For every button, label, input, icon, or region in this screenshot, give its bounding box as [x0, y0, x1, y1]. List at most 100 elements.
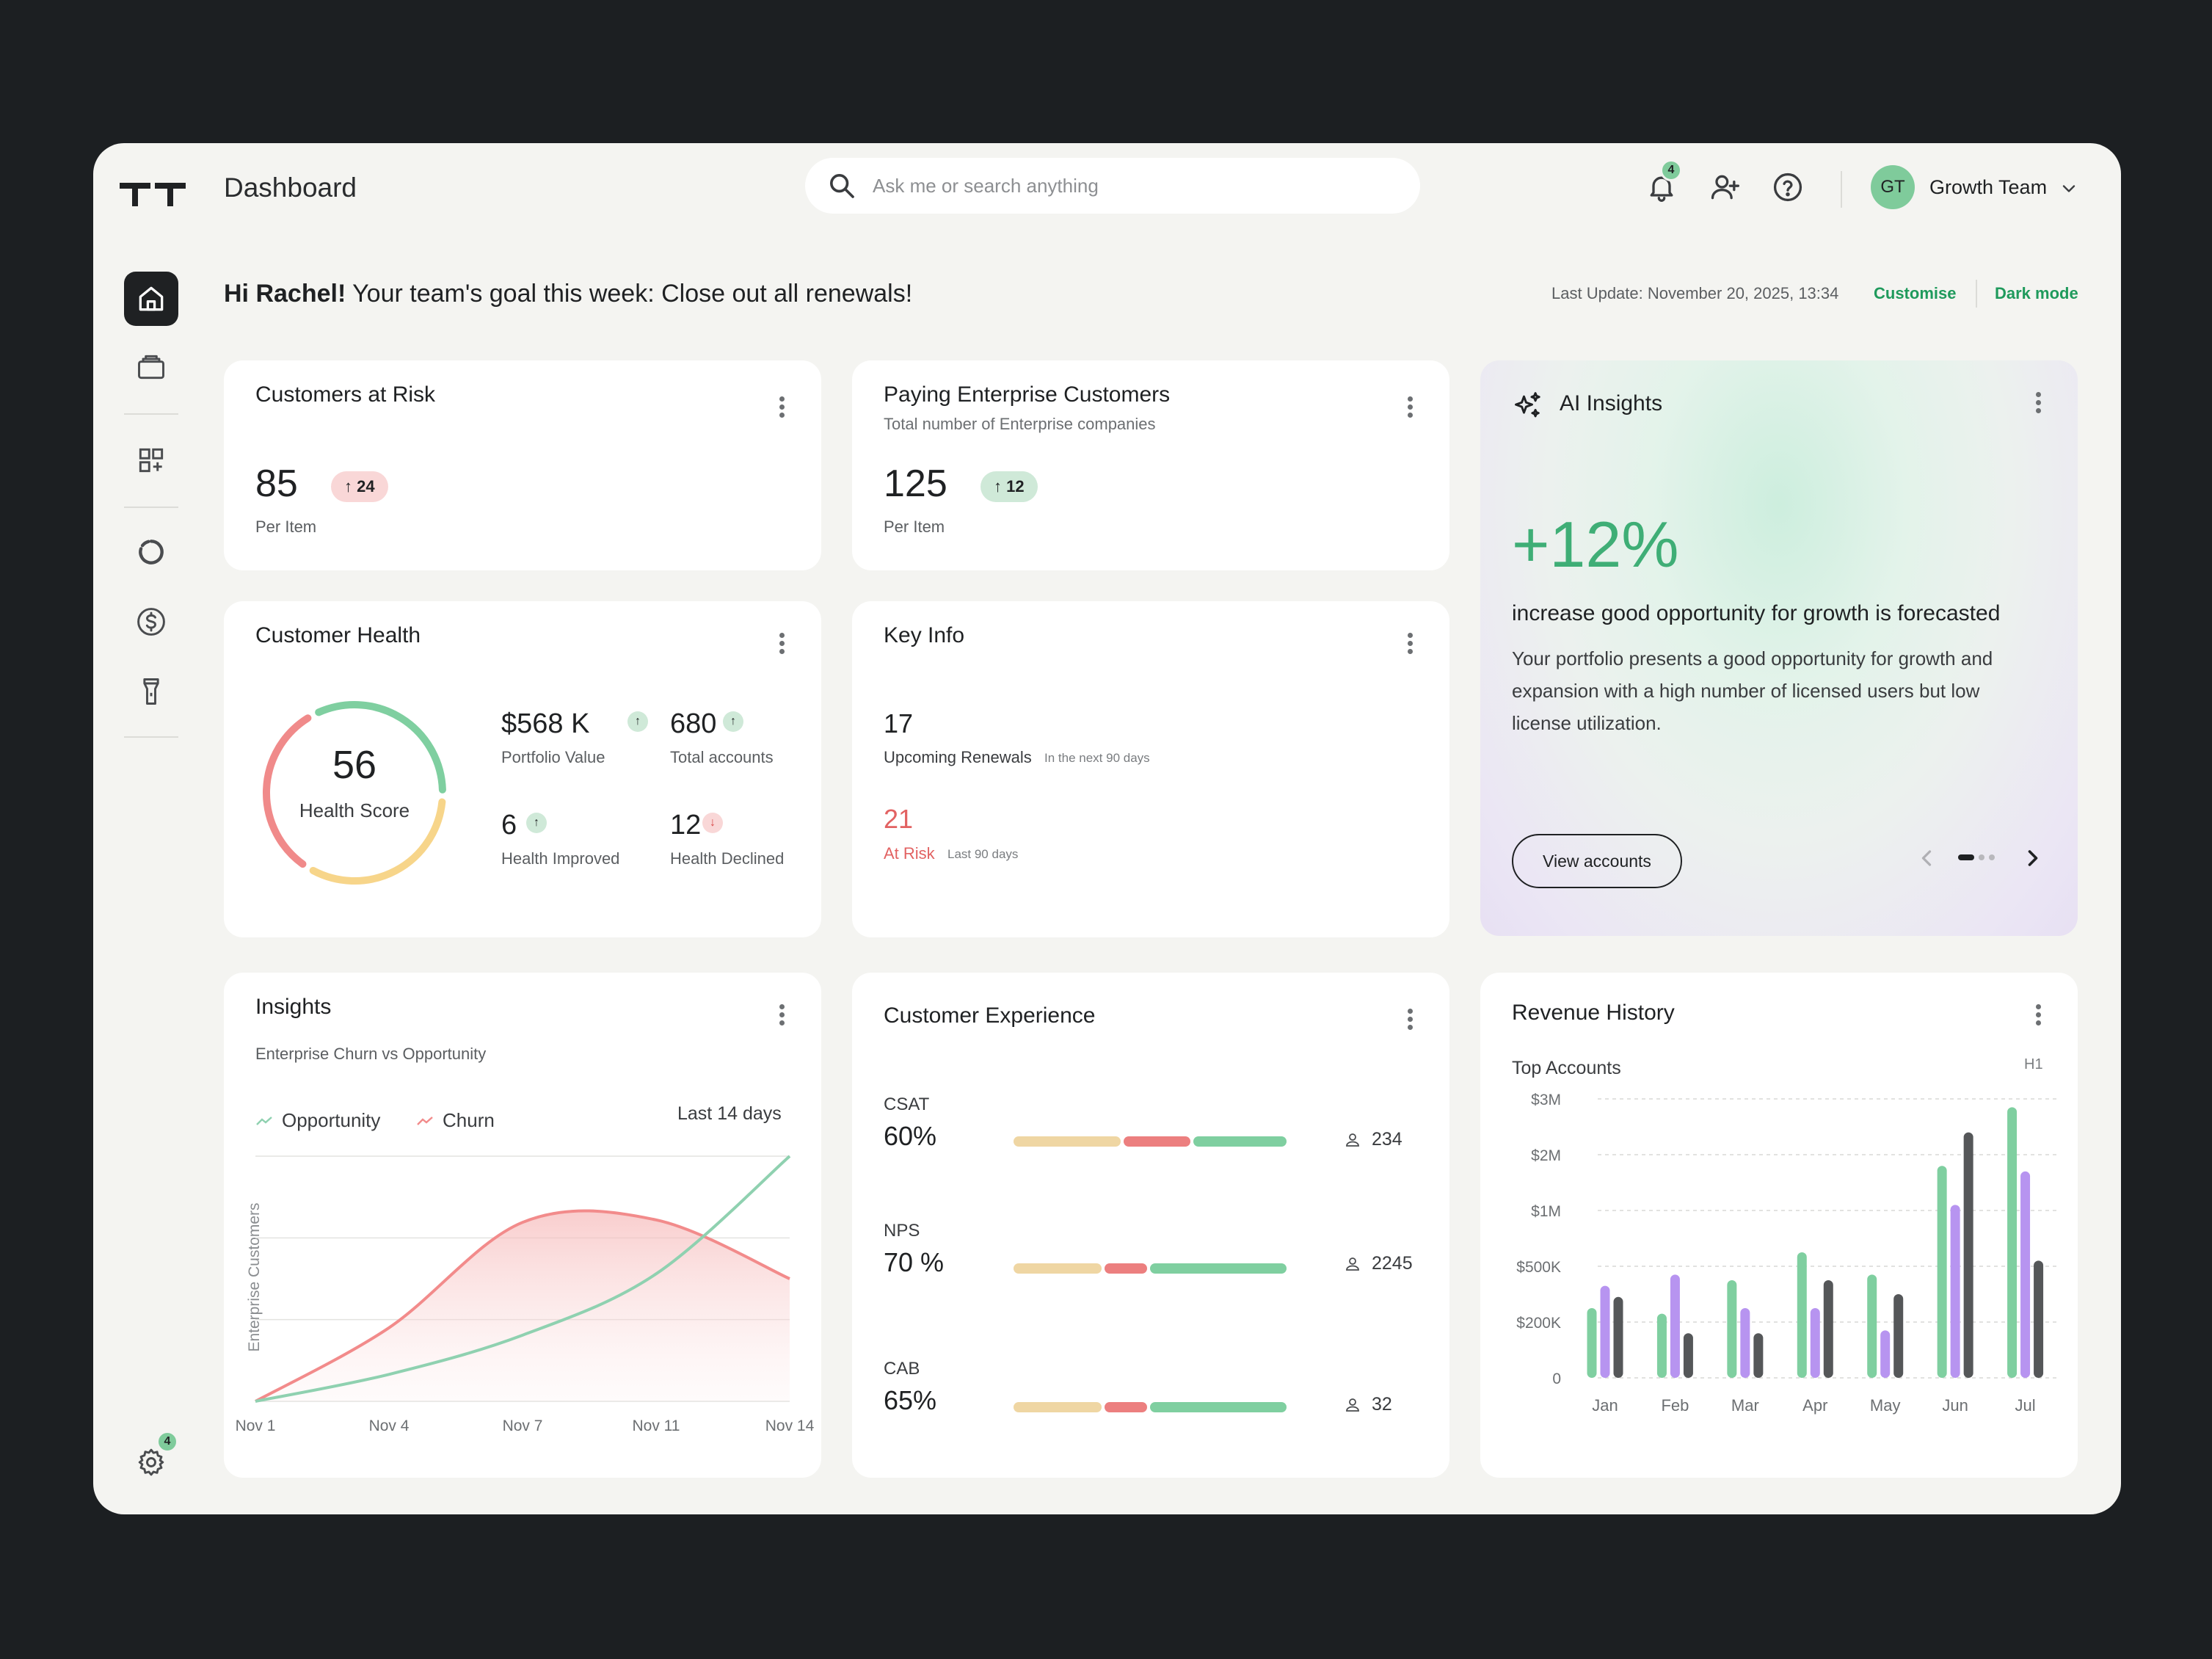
y-axis-label: Enterprise Customers [246, 1202, 263, 1351]
bar[interactable] [1937, 1166, 1947, 1378]
carousel-dots[interactable] [1958, 854, 1995, 860]
sidebar-item-settings[interactable]: 4 [124, 1431, 178, 1489]
more-icon[interactable] [1402, 1006, 1417, 1036]
sidebar-item-home[interactable] [124, 272, 178, 326]
renewals-value: 17 [884, 708, 914, 738]
cx-bar-segment [1150, 1402, 1287, 1412]
x-tick-label: Nov 7 [503, 1417, 543, 1434]
sidebar-item-portfolio[interactable] [124, 340, 178, 394]
sidebar-item-explore[interactable] [124, 664, 178, 719]
risk-value: 85 [255, 462, 298, 505]
card-title: Customers at Risk [255, 382, 436, 407]
key-info-card: Key Info 17 Upcoming Renewals In the nex… [852, 601, 1449, 937]
more-icon[interactable] [774, 631, 789, 660]
bar[interactable] [1587, 1308, 1597, 1378]
help-button[interactable] [1772, 171, 1804, 203]
paying-enterprise-card: Paying Enterprise Customers Total number… [852, 360, 1449, 570]
search-bar[interactable] [805, 158, 1420, 214]
cx-value: 70 % [884, 1247, 945, 1277]
bar[interactable] [1880, 1330, 1891, 1378]
cx-bar-segment [1193, 1136, 1287, 1147]
view-accounts-button[interactable]: View accounts [1512, 834, 1682, 888]
legend-label: Churn [443, 1109, 495, 1131]
date-range-selector[interactable]: Last 14 days [677, 1103, 782, 1124]
bar[interactable] [1670, 1274, 1680, 1378]
more-icon[interactable] [1402, 631, 1417, 660]
series-line-opportunity [255, 1155, 791, 1403]
bar[interactable] [1823, 1280, 1833, 1378]
more-icon[interactable] [774, 394, 789, 424]
cx-bar-segment [1014, 1263, 1102, 1274]
ai-insights-card: AI Insights +12% increase good opportuni… [1480, 360, 2078, 936]
period-selector[interactable]: H1 [2024, 1056, 2043, 1072]
bar[interactable] [2020, 1171, 2031, 1378]
bar[interactable] [1753, 1333, 1764, 1378]
bar[interactable] [1727, 1280, 1737, 1378]
health-improved-label: Health Improved [501, 849, 620, 868]
y-tick-label: $1M [1531, 1203, 1561, 1220]
more-icon[interactable] [2031, 390, 2045, 419]
search-icon [830, 174, 854, 198]
more-icon[interactable] [2031, 1002, 2045, 1031]
cx-count-value: 2245 [1372, 1253, 1413, 1274]
team-name[interactable]: Growth Team [1929, 176, 2048, 198]
app-window: Dashboard 4 GT Growth Team 4 Hi Rac [93, 143, 2121, 1514]
sidebar-item-widgets[interactable] [124, 433, 178, 487]
bar[interactable] [1683, 1333, 1693, 1378]
bar[interactable] [2007, 1107, 2018, 1378]
x-tick-label: Nov 11 [633, 1417, 680, 1434]
x-tick-label: Nov 1 [236, 1417, 276, 1434]
x-tick-label: Nov 14 [765, 1417, 815, 1434]
chevron-right-icon[interactable] [2020, 845, 2046, 871]
dark-mode-button[interactable]: Dark mode [1995, 284, 2078, 302]
notifications-button[interactable]: 4 [1645, 159, 1682, 203]
legend-opportunity[interactable]: Opportunity [255, 1109, 380, 1132]
bar[interactable] [1810, 1308, 1820, 1378]
avatar[interactable]: GT [1871, 165, 1915, 209]
add-user-button[interactable] [1709, 171, 1741, 203]
carousel-dot-active[interactable] [1958, 854, 1974, 860]
ai-headline: increase good opportunity for growth is … [1512, 601, 2001, 625]
last-update: Last Update: November 20, 2025, 13:34 [1551, 284, 1839, 302]
legend-line-icon [417, 1116, 433, 1125]
more-icon[interactable] [1402, 394, 1417, 424]
bar[interactable] [1613, 1296, 1623, 1378]
x-tick-label: Apr [1802, 1396, 1827, 1415]
health-declined-label: Health Declined [670, 849, 785, 868]
bar[interactable] [1600, 1285, 1610, 1378]
chevron-down-icon[interactable] [2059, 178, 2079, 199]
sidebar-item-analytics[interactable] [124, 525, 178, 579]
chevron-left-icon[interactable] [1913, 845, 1940, 871]
more-icon[interactable] [774, 1002, 789, 1031]
briefcase-icon [138, 355, 164, 380]
bar[interactable] [1893, 1294, 1904, 1378]
sidebar-item-revenue[interactable] [124, 595, 178, 649]
bar[interactable] [1950, 1205, 1960, 1378]
cx-value: 65% [884, 1385, 937, 1415]
bar[interactable] [1740, 1308, 1750, 1378]
ai-forecast-value: +12% [1512, 508, 1679, 581]
cx-count-value: 234 [1372, 1129, 1402, 1150]
sidebar-divider [124, 736, 178, 738]
x-tick-label: Mar [1731, 1396, 1759, 1415]
settings-badge: 4 [156, 1431, 178, 1453]
bar[interactable] [1867, 1274, 1877, 1378]
x-tick-label: Jun [1942, 1396, 1968, 1415]
bar[interactable] [2034, 1260, 2044, 1378]
search-input[interactable] [873, 174, 1350, 197]
bar[interactable] [1963, 1132, 1973, 1378]
legend-churn[interactable]: Churn [416, 1109, 495, 1132]
bar[interactable] [1656, 1313, 1667, 1378]
card-title: AI Insights [1560, 391, 1663, 415]
x-tick-label: Jul [2015, 1396, 2036, 1415]
cx-bar [1014, 1402, 1287, 1412]
carousel-dot[interactable] [1979, 854, 1984, 860]
bar[interactable] [1797, 1252, 1807, 1378]
user-icon [1346, 1133, 1359, 1147]
carousel-dot[interactable] [1989, 854, 1995, 860]
legend-label: Opportunity [282, 1109, 381, 1131]
cx-bar [1014, 1263, 1287, 1274]
customise-button[interactable]: Customise [1874, 284, 1957, 302]
logo [120, 183, 186, 206]
page-title: Dashboard [224, 173, 357, 203]
